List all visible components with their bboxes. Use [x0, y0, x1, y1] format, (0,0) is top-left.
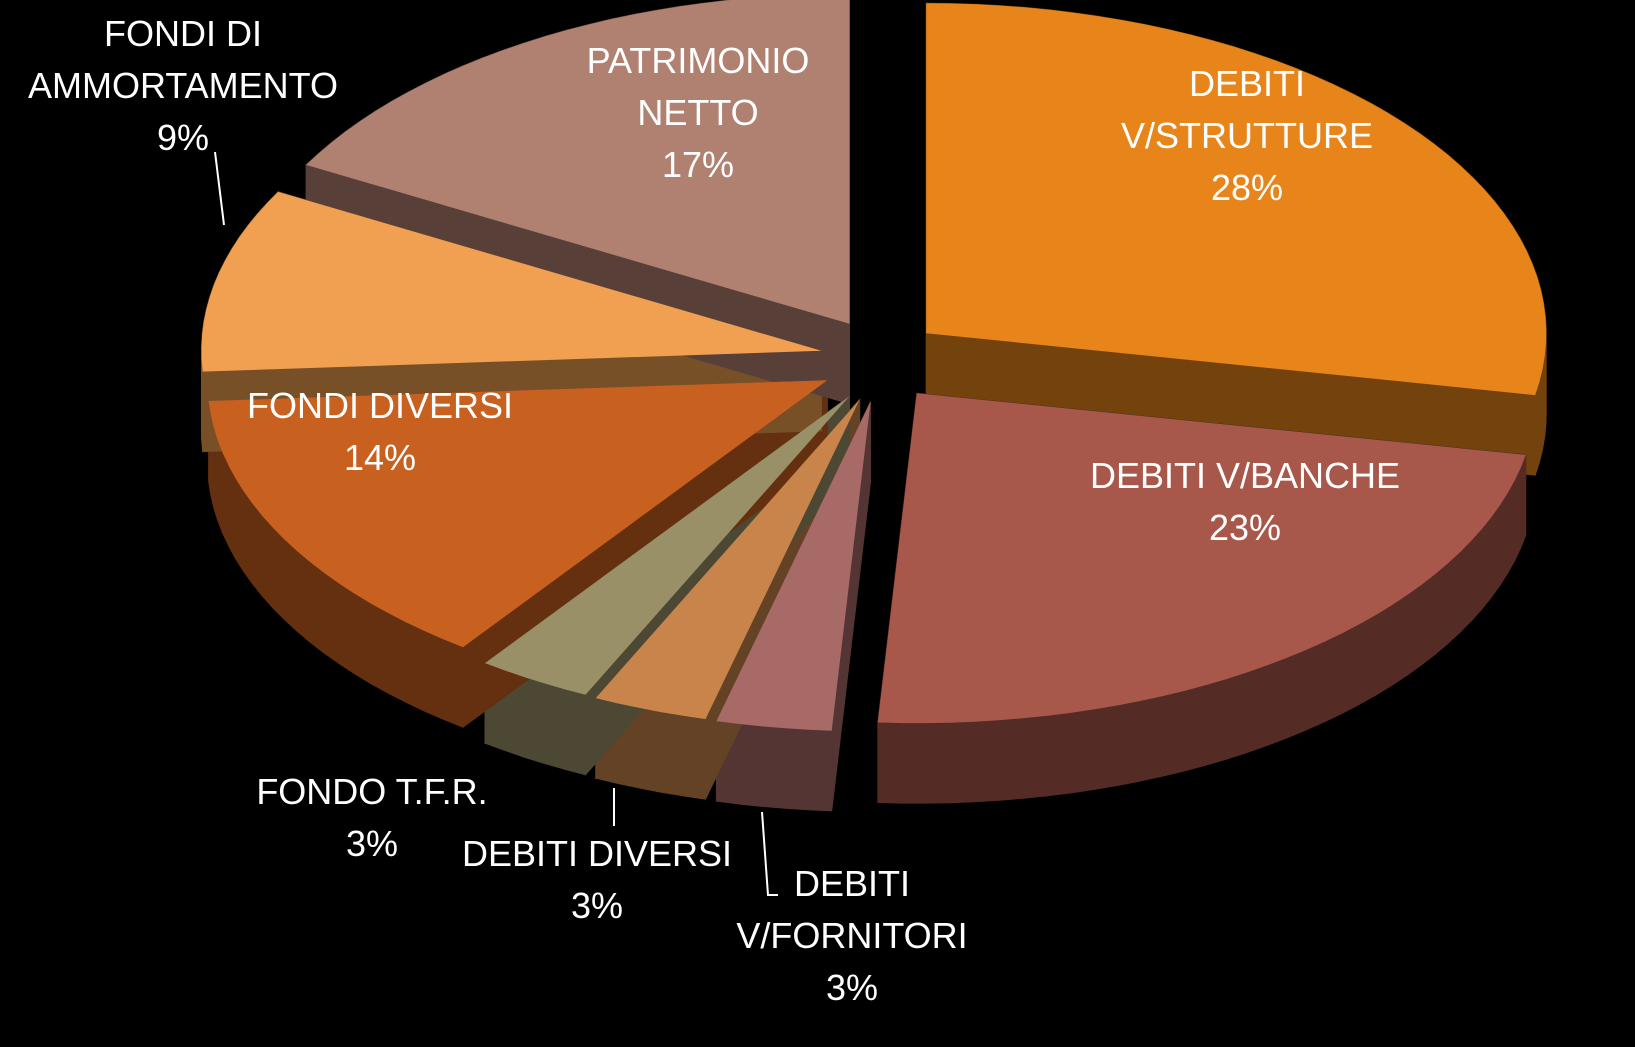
leader-lines [214, 151, 778, 896]
slice [877, 393, 1526, 724]
category-label: PATRIMONIO NETTO [586, 40, 810, 133]
category-label: FONDO T.F.R. [256, 771, 488, 812]
value-label: 3% [825, 967, 879, 1008]
category-label: FONDI DI AMMORTAMENTO [27, 13, 338, 106]
value-label: 17% [661, 144, 735, 185]
slice-label: FONDO T.F.R. 3% [222, 766, 522, 870]
value-label: 28% [1210, 167, 1284, 208]
slice-label: DEBITI V/STRUTTURE 28% [1087, 58, 1407, 214]
slice [201, 191, 822, 372]
slice-tops [201, 0, 1547, 731]
value-label: 3% [345, 823, 399, 864]
value-label: 9% [156, 117, 210, 158]
slice-label: FONDI DIVERSI 14% [215, 380, 545, 484]
slice-label: DEBITI V/FORNITORI 3% [702, 858, 1002, 1014]
slice [208, 380, 828, 648]
leader-line [214, 151, 225, 226]
slice [926, 3, 1547, 396]
slice [716, 401, 871, 731]
value-label: 23% [1208, 507, 1282, 548]
slice-label: DEBITI V/BANCHE 23% [1085, 450, 1405, 554]
category-label: DEBITI V/BANCHE [1089, 455, 1401, 496]
category-label: DEBITI DIVERSI [461, 833, 733, 874]
category-label: DEBITI V/FORNITORI [736, 863, 968, 956]
slice [595, 399, 860, 720]
category-label: FONDI DIVERSI [246, 385, 514, 426]
slice [306, 0, 850, 324]
value-label: 14% [343, 437, 417, 478]
slice-label: PATRIMONIO NETTO 17% [558, 35, 838, 191]
slice [485, 396, 850, 695]
category-label: DEBITI V/STRUTTURE [1121, 63, 1373, 156]
leader-line [761, 811, 778, 896]
value-label: 3% [570, 885, 624, 926]
slice-label: FONDI DI AMMORTAMENTO 9% [0, 8, 368, 164]
slice-label: DEBITI DIVERSI 3% [432, 828, 762, 932]
